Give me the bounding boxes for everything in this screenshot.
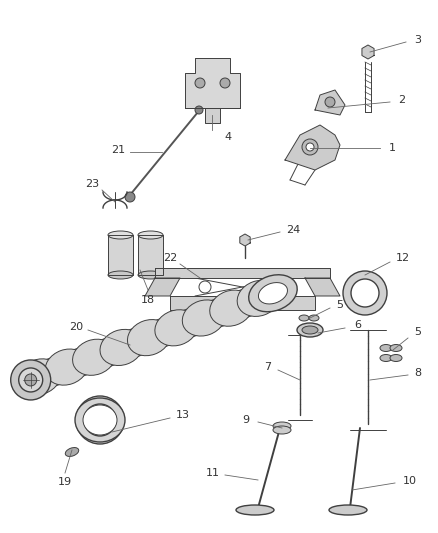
Text: 5: 5 <box>414 327 421 337</box>
Circle shape <box>274 281 286 293</box>
Ellipse shape <box>138 271 163 279</box>
Text: 19: 19 <box>58 477 72 487</box>
Ellipse shape <box>258 282 287 304</box>
Circle shape <box>19 368 42 392</box>
Text: 7: 7 <box>265 362 272 372</box>
Ellipse shape <box>210 290 253 326</box>
Ellipse shape <box>73 339 116 375</box>
Ellipse shape <box>329 505 367 515</box>
Text: 23: 23 <box>85 179 99 189</box>
Ellipse shape <box>18 359 61 395</box>
Polygon shape <box>185 58 240 108</box>
Polygon shape <box>362 45 374 59</box>
Circle shape <box>220 78 230 88</box>
Circle shape <box>343 271 387 315</box>
Text: 8: 8 <box>414 368 421 378</box>
Circle shape <box>199 281 211 293</box>
Circle shape <box>351 279 379 307</box>
Text: 3: 3 <box>414 35 421 45</box>
Text: 20: 20 <box>69 322 83 332</box>
Ellipse shape <box>380 344 392 351</box>
Circle shape <box>306 143 314 151</box>
Circle shape <box>302 139 318 155</box>
Text: 21: 21 <box>111 145 125 155</box>
Ellipse shape <box>108 271 133 279</box>
Ellipse shape <box>75 398 125 442</box>
Circle shape <box>25 374 37 386</box>
Circle shape <box>76 396 124 444</box>
Ellipse shape <box>127 320 170 356</box>
Text: 9: 9 <box>243 415 250 425</box>
Ellipse shape <box>380 354 392 361</box>
Ellipse shape <box>45 349 88 385</box>
Text: 12: 12 <box>396 253 410 263</box>
Circle shape <box>195 106 203 114</box>
Ellipse shape <box>182 300 226 336</box>
Circle shape <box>11 360 51 400</box>
Ellipse shape <box>108 231 133 239</box>
Text: 10: 10 <box>403 476 417 486</box>
Polygon shape <box>285 125 340 170</box>
Polygon shape <box>138 235 163 275</box>
Text: 22: 22 <box>163 253 177 263</box>
Polygon shape <box>170 296 315 310</box>
Ellipse shape <box>390 344 402 351</box>
Circle shape <box>195 78 205 88</box>
Text: 24: 24 <box>286 225 300 235</box>
Polygon shape <box>205 108 220 123</box>
Polygon shape <box>108 235 133 275</box>
Ellipse shape <box>83 405 117 435</box>
Polygon shape <box>305 278 340 296</box>
Circle shape <box>325 97 335 107</box>
Text: 4: 4 <box>224 132 232 142</box>
Polygon shape <box>155 268 330 278</box>
Ellipse shape <box>273 426 291 434</box>
Circle shape <box>84 404 116 436</box>
Ellipse shape <box>65 448 79 456</box>
Polygon shape <box>145 278 180 296</box>
Ellipse shape <box>273 422 291 430</box>
Text: 13: 13 <box>176 410 190 420</box>
Text: 1: 1 <box>389 143 396 153</box>
Ellipse shape <box>390 354 402 361</box>
Text: 2: 2 <box>399 95 406 105</box>
Ellipse shape <box>138 231 163 239</box>
Ellipse shape <box>297 323 323 337</box>
Ellipse shape <box>302 326 318 334</box>
Ellipse shape <box>236 505 274 515</box>
Polygon shape <box>315 90 345 115</box>
Text: 18: 18 <box>141 295 155 305</box>
Ellipse shape <box>309 315 319 321</box>
Ellipse shape <box>237 280 280 317</box>
Ellipse shape <box>299 315 309 321</box>
Ellipse shape <box>100 329 143 366</box>
Ellipse shape <box>155 310 198 346</box>
Text: 6: 6 <box>354 320 361 330</box>
Circle shape <box>125 192 135 202</box>
Text: 5: 5 <box>336 300 343 310</box>
Ellipse shape <box>249 274 297 312</box>
Polygon shape <box>240 234 250 246</box>
Text: 11: 11 <box>206 468 220 478</box>
